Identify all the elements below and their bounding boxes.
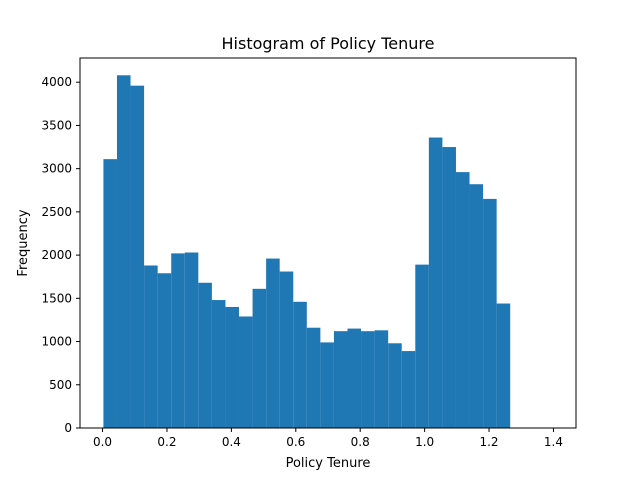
histogram-bar bbox=[401, 351, 416, 428]
x-tick-label: 0.0 bbox=[93, 435, 112, 449]
x-axis-ticks: 0.0 0.2 0.4 0.6 0.8 1.0 1.2 1.4 bbox=[93, 428, 563, 449]
histogram-bar bbox=[333, 331, 348, 428]
histogram-bar bbox=[252, 288, 267, 428]
histogram-bar bbox=[469, 184, 484, 428]
y-tick-label: 3000 bbox=[41, 162, 72, 176]
x-tick-label: 1.4 bbox=[544, 435, 563, 449]
histogram-bar bbox=[361, 331, 375, 428]
y-tick-label: 2000 bbox=[41, 248, 72, 262]
histogram-bar bbox=[144, 265, 158, 428]
histogram-bar bbox=[306, 327, 321, 428]
histogram-bar bbox=[293, 301, 307, 428]
x-axis-label: Policy Tenure bbox=[286, 456, 371, 471]
plot-area-frame bbox=[79, 57, 577, 429]
histogram-bar bbox=[266, 258, 280, 428]
histogram-bar bbox=[455, 172, 470, 428]
histogram-bar bbox=[171, 253, 185, 428]
histogram-bar bbox=[374, 330, 389, 428]
y-tick-label: 500 bbox=[49, 378, 72, 392]
histogram-bar bbox=[388, 343, 402, 428]
y-axis-label: Frequency bbox=[16, 209, 31, 276]
histogram-bar bbox=[279, 271, 294, 428]
y-tick-label: 1500 bbox=[41, 291, 72, 305]
x-tick-label: 0.8 bbox=[351, 435, 370, 449]
histogram-bar bbox=[483, 198, 497, 428]
y-tick-label: 4000 bbox=[41, 75, 72, 89]
y-tick-label: 3500 bbox=[41, 118, 72, 132]
x-tick-label: 1.2 bbox=[479, 435, 498, 449]
chart-title: Histogram of Policy Tenure bbox=[222, 34, 435, 53]
y-axis-ticks: 0 500 1000 1500 2000 2500 3000 3500 4000 bbox=[41, 75, 80, 435]
histogram-bar bbox=[157, 273, 172, 428]
histogram-bar bbox=[130, 85, 145, 429]
histogram-bar bbox=[415, 264, 429, 428]
histogram-bar bbox=[347, 328, 362, 428]
histogram-bars bbox=[103, 75, 511, 429]
histogram-bar bbox=[116, 75, 131, 428]
histogram-bar bbox=[225, 306, 240, 428]
x-tick-label: 0.6 bbox=[286, 435, 305, 449]
histogram-bar bbox=[103, 159, 117, 428]
histogram-bar bbox=[198, 282, 212, 428]
histogram-bar bbox=[428, 137, 443, 428]
y-tick-label: 2500 bbox=[41, 205, 72, 219]
x-tick-label: 0.4 bbox=[222, 435, 241, 449]
histogram-bar bbox=[496, 303, 511, 428]
x-tick-label: 0.2 bbox=[157, 435, 176, 449]
x-tick-label: 1.0 bbox=[415, 435, 434, 449]
histogram-bar bbox=[320, 342, 334, 428]
histogram-bar bbox=[184, 252, 199, 428]
histogram-bar bbox=[442, 147, 456, 428]
histogram-bar bbox=[239, 316, 253, 428]
y-tick-label: 0 bbox=[64, 421, 72, 435]
y-tick-label: 1000 bbox=[41, 335, 72, 349]
histogram-bar bbox=[211, 300, 226, 428]
